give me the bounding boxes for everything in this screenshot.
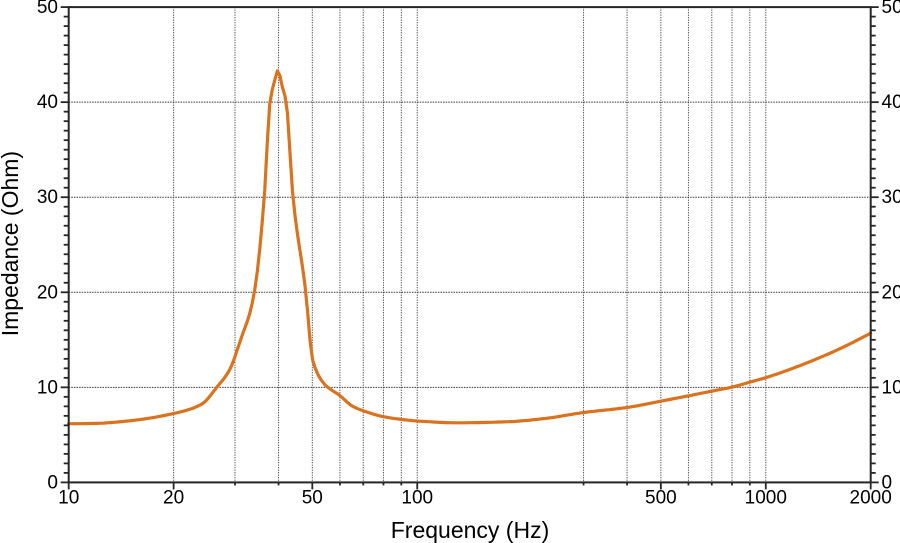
svg-text:Impedance (Ohm): Impedance (Ohm) (0, 151, 23, 336)
svg-text:500: 500 (645, 488, 677, 509)
svg-text:20: 20 (37, 282, 58, 303)
svg-text:10: 10 (882, 377, 900, 398)
svg-text:10: 10 (58, 488, 79, 509)
svg-text:50: 50 (302, 488, 323, 509)
svg-text:50: 50 (37, 0, 58, 18)
svg-text:0: 0 (47, 472, 58, 493)
svg-text:30: 30 (37, 187, 58, 208)
svg-text:30: 30 (882, 187, 900, 208)
svg-text:50: 50 (882, 0, 900, 18)
svg-text:10: 10 (37, 377, 58, 398)
svg-text:100: 100 (401, 488, 433, 509)
svg-text:0: 0 (882, 472, 893, 493)
svg-text:2000: 2000 (850, 488, 892, 509)
svg-text:20: 20 (882, 282, 900, 303)
svg-text:20: 20 (163, 488, 184, 509)
svg-text:40: 40 (882, 92, 900, 113)
svg-text:Frequency (Hz): Frequency (Hz) (391, 517, 549, 543)
svg-text:1000: 1000 (745, 488, 787, 509)
svg-text:40: 40 (37, 92, 58, 113)
